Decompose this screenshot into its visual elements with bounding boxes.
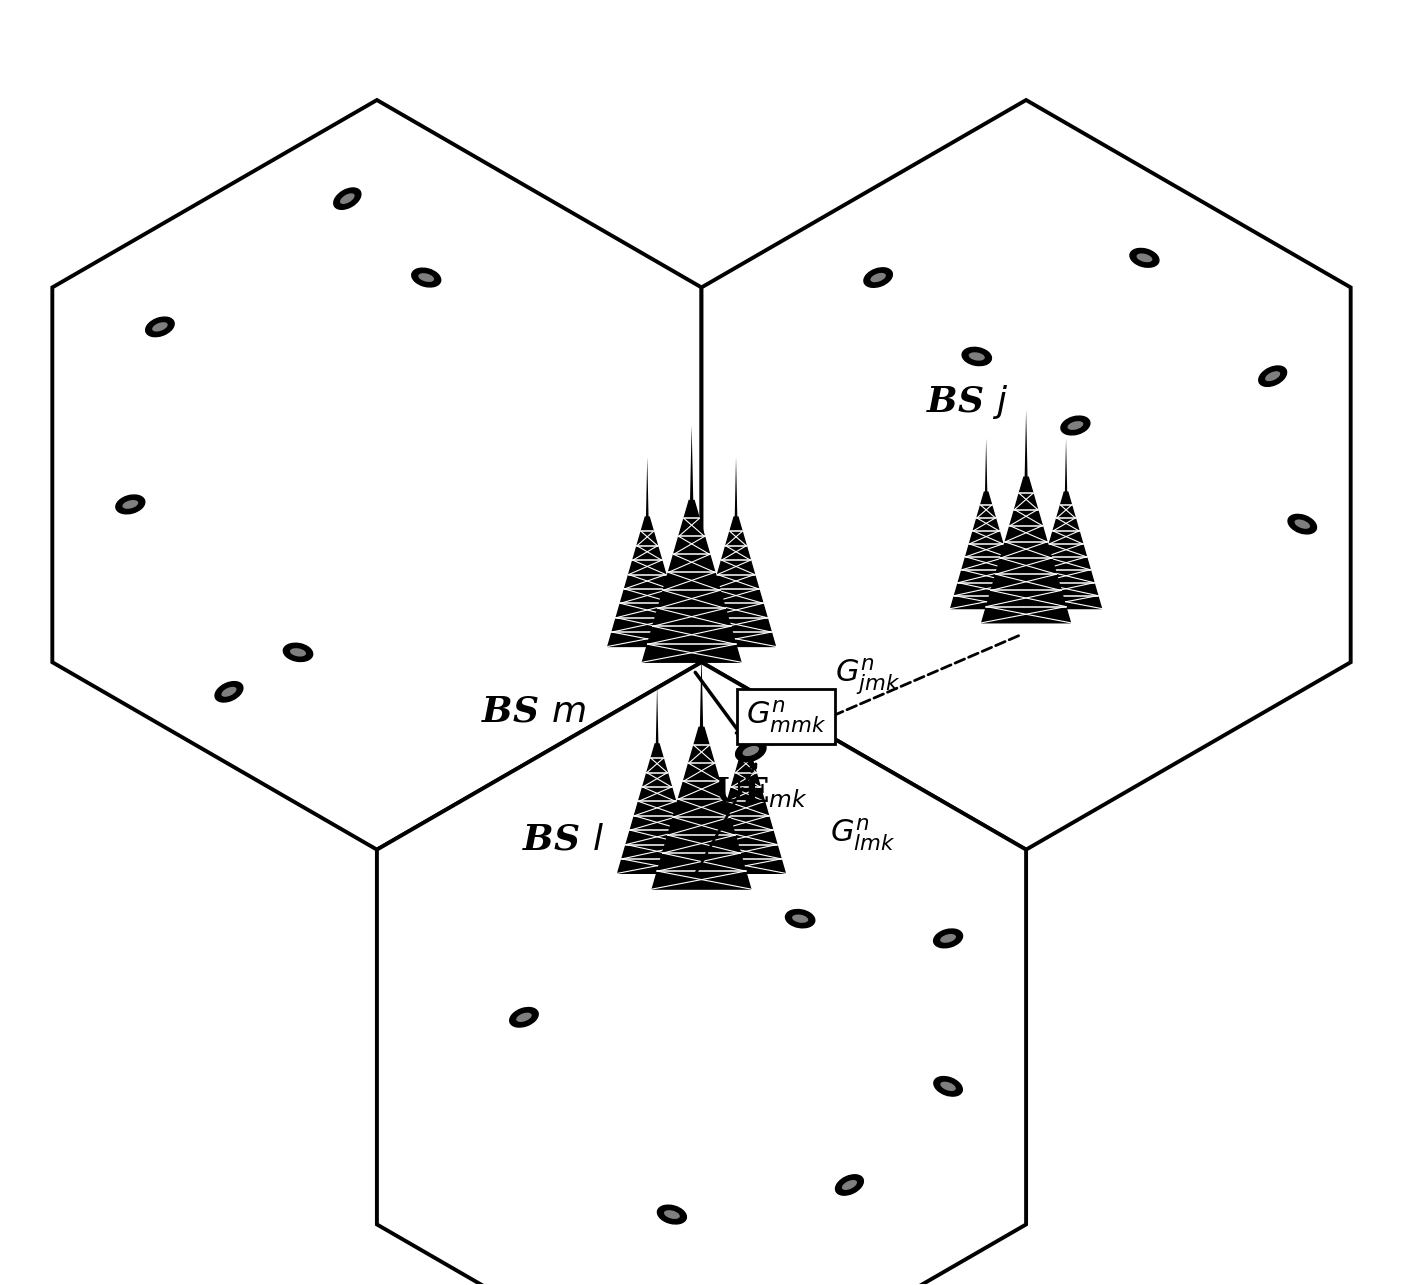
Polygon shape (655, 684, 658, 747)
Ellipse shape (934, 1077, 962, 1096)
Polygon shape (951, 492, 1021, 609)
Ellipse shape (793, 915, 808, 923)
Ellipse shape (334, 188, 361, 209)
Ellipse shape (742, 745, 759, 756)
Polygon shape (52, 100, 702, 849)
Ellipse shape (290, 648, 306, 657)
Ellipse shape (222, 686, 237, 696)
Text: $G^n_{jmk}$: $G^n_{jmk}$ (835, 657, 901, 698)
Ellipse shape (1129, 248, 1159, 267)
Ellipse shape (516, 1013, 532, 1022)
Polygon shape (700, 653, 703, 731)
Text: $G^n_{lmk}$: $G^n_{lmk}$ (829, 816, 895, 853)
Text: UE$_{mk}$: UE$_{mk}$ (714, 775, 808, 810)
Polygon shape (377, 662, 1026, 1285)
Polygon shape (696, 517, 776, 646)
Ellipse shape (664, 1210, 680, 1219)
Ellipse shape (152, 323, 168, 332)
Ellipse shape (1288, 514, 1316, 533)
Text: BS $j$: BS $j$ (926, 383, 1007, 420)
Ellipse shape (735, 740, 766, 762)
Ellipse shape (122, 500, 139, 509)
Ellipse shape (962, 347, 992, 365)
Ellipse shape (864, 267, 892, 288)
Ellipse shape (933, 929, 962, 948)
Ellipse shape (842, 1180, 857, 1190)
Ellipse shape (116, 495, 145, 514)
Ellipse shape (940, 934, 955, 943)
Ellipse shape (1258, 366, 1287, 387)
Ellipse shape (836, 1174, 863, 1195)
Polygon shape (745, 684, 748, 747)
Polygon shape (690, 425, 693, 505)
Text: $G^n_{mmk}$: $G^n_{mmk}$ (746, 698, 826, 735)
Ellipse shape (658, 1205, 686, 1223)
Polygon shape (982, 477, 1070, 623)
Ellipse shape (1061, 416, 1090, 434)
Ellipse shape (1266, 371, 1280, 382)
Polygon shape (1024, 410, 1027, 481)
Ellipse shape (215, 681, 243, 702)
Ellipse shape (968, 352, 985, 361)
Text: BS $l$: BS $l$ (522, 822, 605, 857)
Polygon shape (702, 100, 1351, 849)
Ellipse shape (940, 1082, 955, 1091)
Ellipse shape (340, 193, 355, 204)
Polygon shape (652, 727, 751, 889)
Text: BS $m$: BS $m$ (481, 695, 586, 729)
Polygon shape (985, 438, 988, 495)
Polygon shape (707, 744, 786, 874)
Polygon shape (607, 517, 686, 646)
Ellipse shape (146, 317, 174, 337)
Ellipse shape (870, 272, 885, 283)
Polygon shape (643, 500, 741, 662)
Ellipse shape (1295, 519, 1310, 529)
Polygon shape (735, 457, 738, 520)
Polygon shape (1065, 438, 1068, 495)
Ellipse shape (1136, 253, 1152, 262)
Ellipse shape (509, 1007, 539, 1027)
Ellipse shape (411, 269, 441, 287)
Ellipse shape (1068, 421, 1083, 430)
Polygon shape (617, 744, 696, 874)
Ellipse shape (418, 274, 434, 281)
Polygon shape (1031, 492, 1101, 609)
Ellipse shape (786, 910, 815, 928)
Polygon shape (645, 457, 648, 520)
Ellipse shape (283, 644, 313, 662)
